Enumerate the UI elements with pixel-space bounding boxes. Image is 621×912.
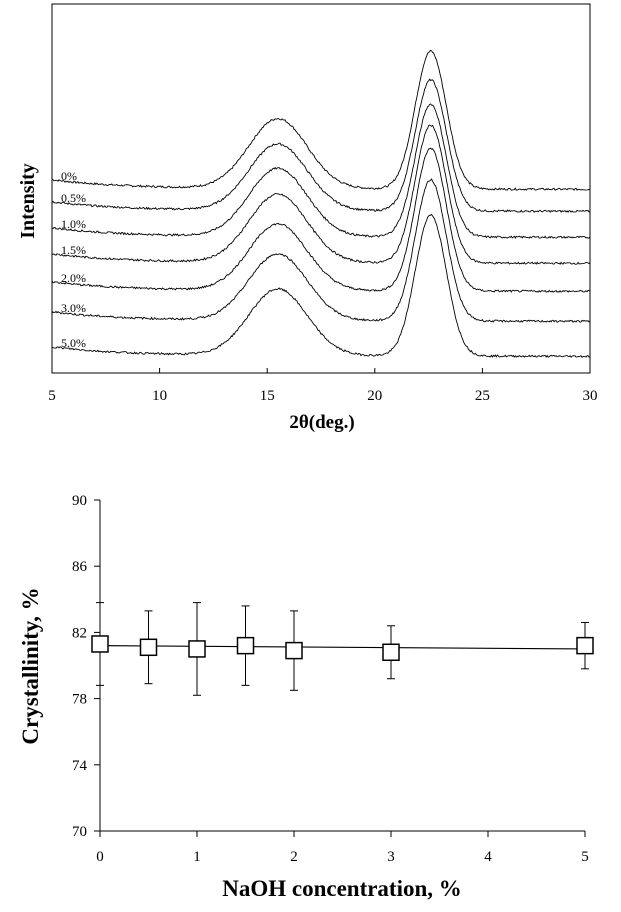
crystallinity-x-tick-label: 3 [387,849,395,865]
xrd-series-line [51,49,591,191]
xrd-series-line [51,213,591,358]
xrd-x-tick-label: 10 [152,388,167,404]
crystallinity-y-tick-label: 90 [72,493,87,509]
xrd-series-line [51,124,591,266]
crystallinity-y-tick-label: 86 [72,559,88,575]
xrd-x-axis-label: 2θ(deg.) [289,412,354,433]
crystallinity-y-tick-label: 78 [72,692,87,708]
crystallinity-points [91,602,594,696]
xrd-chart: 0% 0.5% 1.0% 1.5% 2.0% 3.0% 5.0% 5 10 15 20 25 30 2… [17,3,598,433]
data-point-square [576,636,594,655]
xrd-series-label: 1.5% [61,243,86,257]
xrd-series-label: 5.0% [61,336,86,350]
crystallinity-x-tick-label: 1 [193,849,201,865]
xrd-series-line [51,147,591,293]
xrd-series-labels: 0% 0.5% 1.0% 1.5% 2.0% 3.0% 5.0% [61,169,86,350]
xrd-x-tick-label: 20 [367,388,382,404]
data-point-square [285,641,303,660]
crystallinity-x-ticks: 0 1 2 3 4 5 [96,831,589,865]
xrd-series-label: 0.5% [61,191,86,205]
crystallinity-chart: 70 74 78 82 86 90 0 1 2 3 4 5 NaOH concentration, … [18,493,594,901]
crystallinity-x-tick-label: 5 [581,849,589,865]
xrd-series-lines [51,49,591,358]
xrd-y-axis-label: Intensity [17,163,39,239]
xrd-series-line [51,103,591,240]
data-point-square [139,638,158,657]
xrd-series-label: 2.0% [61,271,86,285]
crystallinity-x-tick-label: 0 [96,849,104,865]
data-point-square [188,640,206,658]
xrd-x-tick-label: 25 [475,388,490,404]
xrd-x-tick-label: 30 [583,388,598,404]
xrd-x-ticks: 5 10 15 20 25 30 [48,368,598,404]
xrd-series-label: 1.0% [61,217,86,231]
data-point-square [91,635,109,653]
crystallinity-y-axis-label: Crystallinity, % [18,587,43,744]
xrd-series-label: 3.0% [61,301,86,315]
crystallinity-y-tick-label: 70 [72,824,87,840]
crystallinity-x-axis-label: NaOH concentration, % [222,876,462,901]
xrd-series-line [51,178,591,323]
crystallinity-y-ticks: 70 74 78 82 86 90 [72,493,100,840]
crystallinity-y-tick-label: 82 [72,625,87,641]
xrd-plot-frame [51,3,591,374]
xrd-x-tick-label: 15 [260,388,275,404]
crystallinity-y-tick-label: 74 [72,758,88,774]
crystallinity-x-tick-label: 4 [484,849,492,865]
trendline [99,645,586,650]
xrd-series-line [51,78,591,214]
data-point-square [236,636,255,655]
crystallinity-x-tick-label: 2 [290,849,298,865]
xrd-x-tick-label: 5 [48,388,56,404]
xrd-series-label: 0% [61,169,77,183]
data-point-square [382,643,400,662]
